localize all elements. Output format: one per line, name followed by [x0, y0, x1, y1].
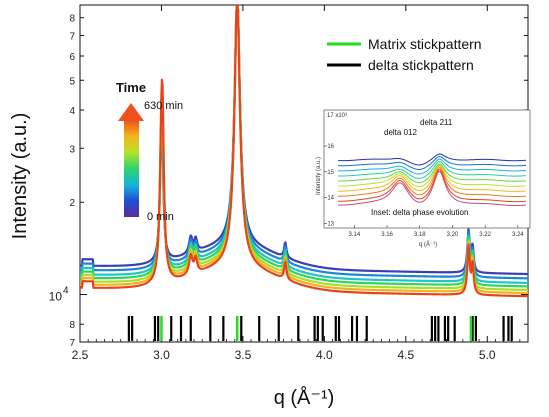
- inset-curve: [337, 156, 527, 170]
- x-tick-label: 5.0: [479, 348, 496, 362]
- inset-curve: [337, 153, 527, 166]
- x-axis: 2.5 3.0 3.5 4.0 4.5 5.0: [72, 5, 529, 362]
- inset-y-axis: 16 15 14 13: [324, 144, 335, 227]
- inset-curve: [337, 170, 527, 206]
- inset-y-axis-title: Intensity (a.u.): [316, 157, 322, 195]
- colorbar-title: Time: [116, 80, 146, 95]
- inset-frame: [323, 109, 531, 229]
- y-major-tick-exponent: 4: [63, 286, 69, 297]
- colorbar-min-label: 0 min: [147, 211, 174, 223]
- x-tick-label: 4.5: [397, 348, 414, 362]
- inset-curve: [337, 160, 527, 179]
- legend: Matrix stickpattern delta stickpattern: [327, 36, 482, 73]
- inset-curve: [337, 158, 527, 175]
- inset-y-tick-label: 15: [327, 170, 334, 176]
- inset-x-tick-label: 3.24: [512, 232, 524, 238]
- inset-x-tick-label: 3.18: [414, 232, 426, 238]
- inset-curve: [337, 169, 527, 203]
- inset-y-tick-label: 14: [327, 196, 334, 202]
- inset-curve: [337, 163, 527, 184]
- x-tick-label: 4.0: [316, 348, 333, 362]
- inset-y-tick-label: 16: [327, 144, 334, 150]
- series-line: [80, 5, 528, 298]
- inset-curves: [337, 153, 527, 206]
- x-tick-label: 2.5: [72, 348, 89, 362]
- legend-label-delta: delta stickpattern: [368, 57, 474, 73]
- legend-label-matrix: Matrix stickpattern: [368, 36, 482, 52]
- inset-x-axis-title: q (Å⁻¹): [419, 241, 437, 248]
- inset-x-tick-label: 3.16: [381, 232, 393, 238]
- inset-y-exp-label: 17 x10³: [327, 113, 347, 119]
- inset-x-tick-label: 3.20: [447, 232, 459, 238]
- inset-caption: Inset: delta phase evolution: [371, 208, 468, 217]
- inset-x-axis: 3.14 3.16 3.18 3.20 3.22 3.24: [349, 225, 524, 238]
- y-minor-tick-label: 7: [69, 338, 75, 349]
- y-minor-tick-label: 6: [69, 52, 75, 63]
- y-minor-tick-label: 8: [69, 14, 75, 25]
- y-minor-tick-label: 2: [69, 198, 75, 209]
- y-minor-tick-label: 7: [69, 31, 75, 42]
- inset-y-tick-label: 13: [327, 221, 334, 227]
- y-minor-tick-label: 8: [69, 320, 75, 331]
- inset-peak-label-012: delta 012: [384, 128, 417, 137]
- x-tick-label: 3.5: [235, 348, 252, 362]
- y-minor-tick-label: 5: [69, 76, 75, 87]
- y-minor-tick-label: 3: [69, 144, 75, 155]
- inset-curve: [337, 167, 527, 198]
- x-axis-title-text: q (Å⁻¹): [274, 386, 335, 409]
- series-lines: [80, 5, 528, 298]
- y-minor-tick-label: 4: [69, 106, 75, 117]
- inset-curve: [337, 164, 527, 188]
- colorbar-arrowhead: [118, 103, 144, 121]
- inset-x-tick-label: 3.22: [479, 232, 491, 238]
- y-axis-title: Intensity (a.u.): [9, 113, 31, 240]
- x-tick-label: 3.0: [153, 348, 170, 362]
- inset-curve: [337, 165, 527, 192]
- inset-peak-label-211: delta 211: [420, 118, 453, 127]
- stick-patterns: [127, 316, 513, 341]
- inset-panel: 3.14 3.16 3.18 3.20 3.22 3.24 16 15 14 13 17 x10…: [316, 109, 531, 248]
- time-colorbar: Time 630 min 0 min: [116, 80, 183, 223]
- colorbar-max-label: 630 min: [144, 100, 183, 112]
- x-axis-title: q (Å⁻¹): [274, 386, 335, 409]
- colorbar-bar: [124, 120, 139, 217]
- inset-x-tick-label: 3.14: [349, 232, 361, 238]
- y-major-tick-label: 10: [49, 290, 63, 304]
